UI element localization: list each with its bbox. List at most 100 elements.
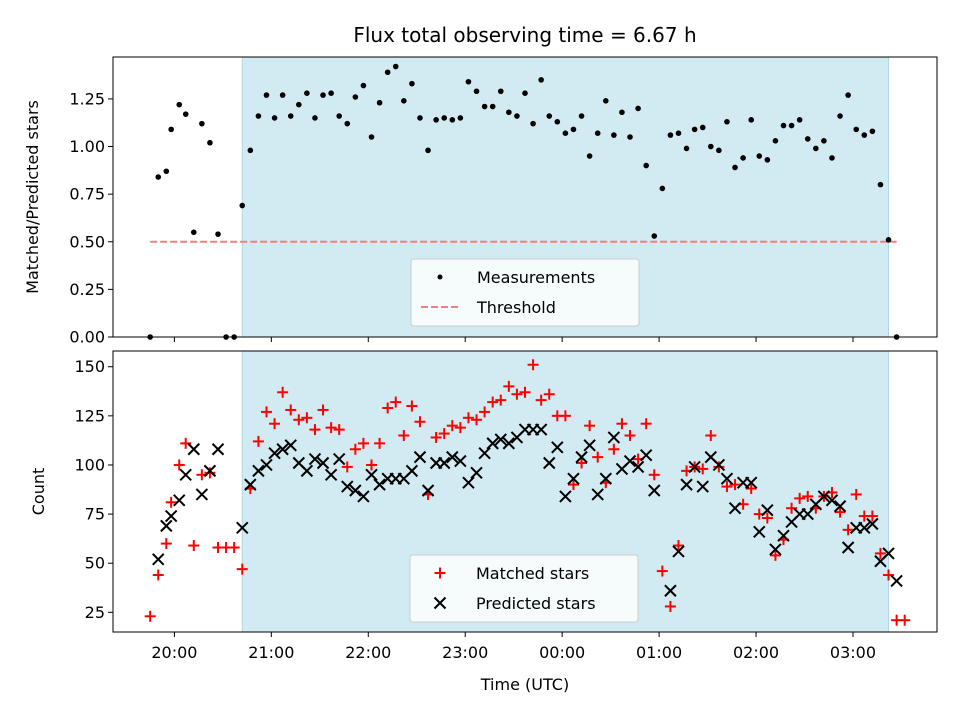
measurement-point — [764, 157, 771, 163]
predicted-star-point — [438, 456, 451, 470]
predicted-star-point — [648, 484, 661, 497]
chart-title: Flux total observing time = 6.67 h — [353, 23, 696, 47]
predicted-star-point — [502, 437, 516, 450]
legend-box-top — [410, 258, 640, 327]
matched-star-point — [277, 386, 289, 398]
measurement-point — [425, 147, 431, 154]
measurement-point — [578, 113, 585, 119]
predicted-star-point — [454, 454, 467, 468]
x-tick-label: 01:00 — [636, 643, 682, 662]
predicted-star-point — [173, 494, 186, 507]
measurement-point — [279, 92, 286, 98]
matched-star-point — [567, 479, 579, 491]
measurement-point — [570, 126, 577, 133]
predicted-star-point — [688, 460, 701, 474]
measurement-point — [845, 92, 851, 98]
measurement-point — [247, 147, 254, 154]
matched-star-point — [624, 429, 636, 441]
measurement-point — [619, 109, 625, 116]
measurement-point — [497, 88, 504, 95]
x-tick-label: 22:00 — [345, 643, 391, 662]
axes-frame-top — [112, 56, 938, 338]
measurement-point — [708, 143, 714, 150]
measurement-point — [627, 134, 633, 140]
measurement-point — [562, 130, 569, 136]
matched-star-point — [293, 414, 305, 426]
x-tick-label: 03:00 — [830, 643, 876, 662]
measurement-point — [304, 90, 310, 96]
y-tick-label: 125 — [74, 406, 105, 425]
predicted-star-point — [769, 543, 782, 556]
predicted-star-point — [211, 443, 225, 456]
measurement-point — [635, 105, 641, 112]
measurement-point — [667, 132, 674, 138]
y-tick-label: 100 — [74, 455, 105, 474]
measurement-point — [659, 185, 666, 192]
matched-star-point — [519, 386, 531, 398]
predicted-star-point — [801, 507, 814, 521]
y-tick-label: 25 — [85, 603, 105, 622]
measurement-point — [473, 88, 480, 95]
measurement-point — [199, 120, 205, 127]
measurement-point — [869, 128, 876, 135]
legend-top: Measurements Threshold — [410, 258, 640, 327]
measurement-point — [255, 113, 262, 119]
matched-star-point — [503, 380, 515, 392]
matched-star-point — [842, 524, 854, 536]
predicted-star-point — [534, 423, 548, 436]
matched-star-point — [866, 510, 878, 522]
predicted-star-point — [833, 500, 847, 513]
y-tick-label: 0.00 — [69, 328, 105, 347]
measurement-point — [813, 145, 819, 152]
predicted-star-point — [607, 431, 621, 444]
x-tick-label: 23:00 — [442, 643, 488, 662]
predicted-star-point — [179, 468, 192, 482]
matched-star-point — [366, 459, 378, 471]
matched-star-point — [462, 412, 474, 424]
predicted-star-point — [712, 458, 726, 472]
matched-star-point — [584, 420, 596, 432]
measurement-point — [756, 153, 763, 159]
matched-star-point — [745, 483, 757, 495]
matched-star-point — [446, 420, 458, 432]
measurement-point — [554, 118, 561, 125]
matched-star-point — [479, 406, 491, 418]
measurement-point — [465, 78, 472, 85]
predicted-star-point — [236, 521, 249, 535]
measurement-point — [691, 126, 698, 133]
measurement-point — [853, 126, 860, 133]
measurement-point — [675, 130, 682, 136]
predicted-star-point — [858, 521, 871, 535]
matched-star-point — [188, 540, 200, 552]
matched-star-point — [616, 418, 628, 430]
y-axis-ticks-top: 0.00 0.25 0.50 0.75 1.00 1.25 — [69, 89, 113, 347]
matched-star-point — [648, 469, 660, 481]
measurement-point — [506, 109, 512, 116]
matched-star-point — [576, 457, 588, 469]
matched-star-point — [309, 424, 321, 436]
measurement-point — [546, 113, 553, 119]
y-tick-label: 0.25 — [69, 280, 105, 299]
predicted-star-point — [405, 464, 419, 478]
measurement-point — [344, 120, 351, 127]
matched-star-point — [382, 402, 394, 414]
matched-star-point — [511, 388, 523, 400]
predicted-star-point — [591, 488, 604, 501]
matched-star-point — [333, 424, 345, 436]
matched-star-point — [325, 422, 337, 434]
matched-star-point — [260, 406, 272, 418]
matched-star-point — [786, 502, 798, 514]
matched-star-point — [487, 396, 499, 408]
predicted-star-point — [268, 446, 281, 460]
predicted-star-point — [252, 464, 265, 478]
predicted-star-point — [639, 448, 653, 462]
x-tick-label: 21:00 — [248, 643, 294, 662]
matched-star-point — [301, 412, 313, 424]
predicted-star-point — [341, 480, 354, 493]
matched-star-point — [729, 479, 741, 491]
measurement-point — [155, 174, 162, 180]
matched-star-point — [559, 410, 571, 422]
measurement-point — [190, 229, 197, 236]
predicted-star-point — [728, 501, 742, 515]
matched-star-point — [204, 467, 216, 479]
